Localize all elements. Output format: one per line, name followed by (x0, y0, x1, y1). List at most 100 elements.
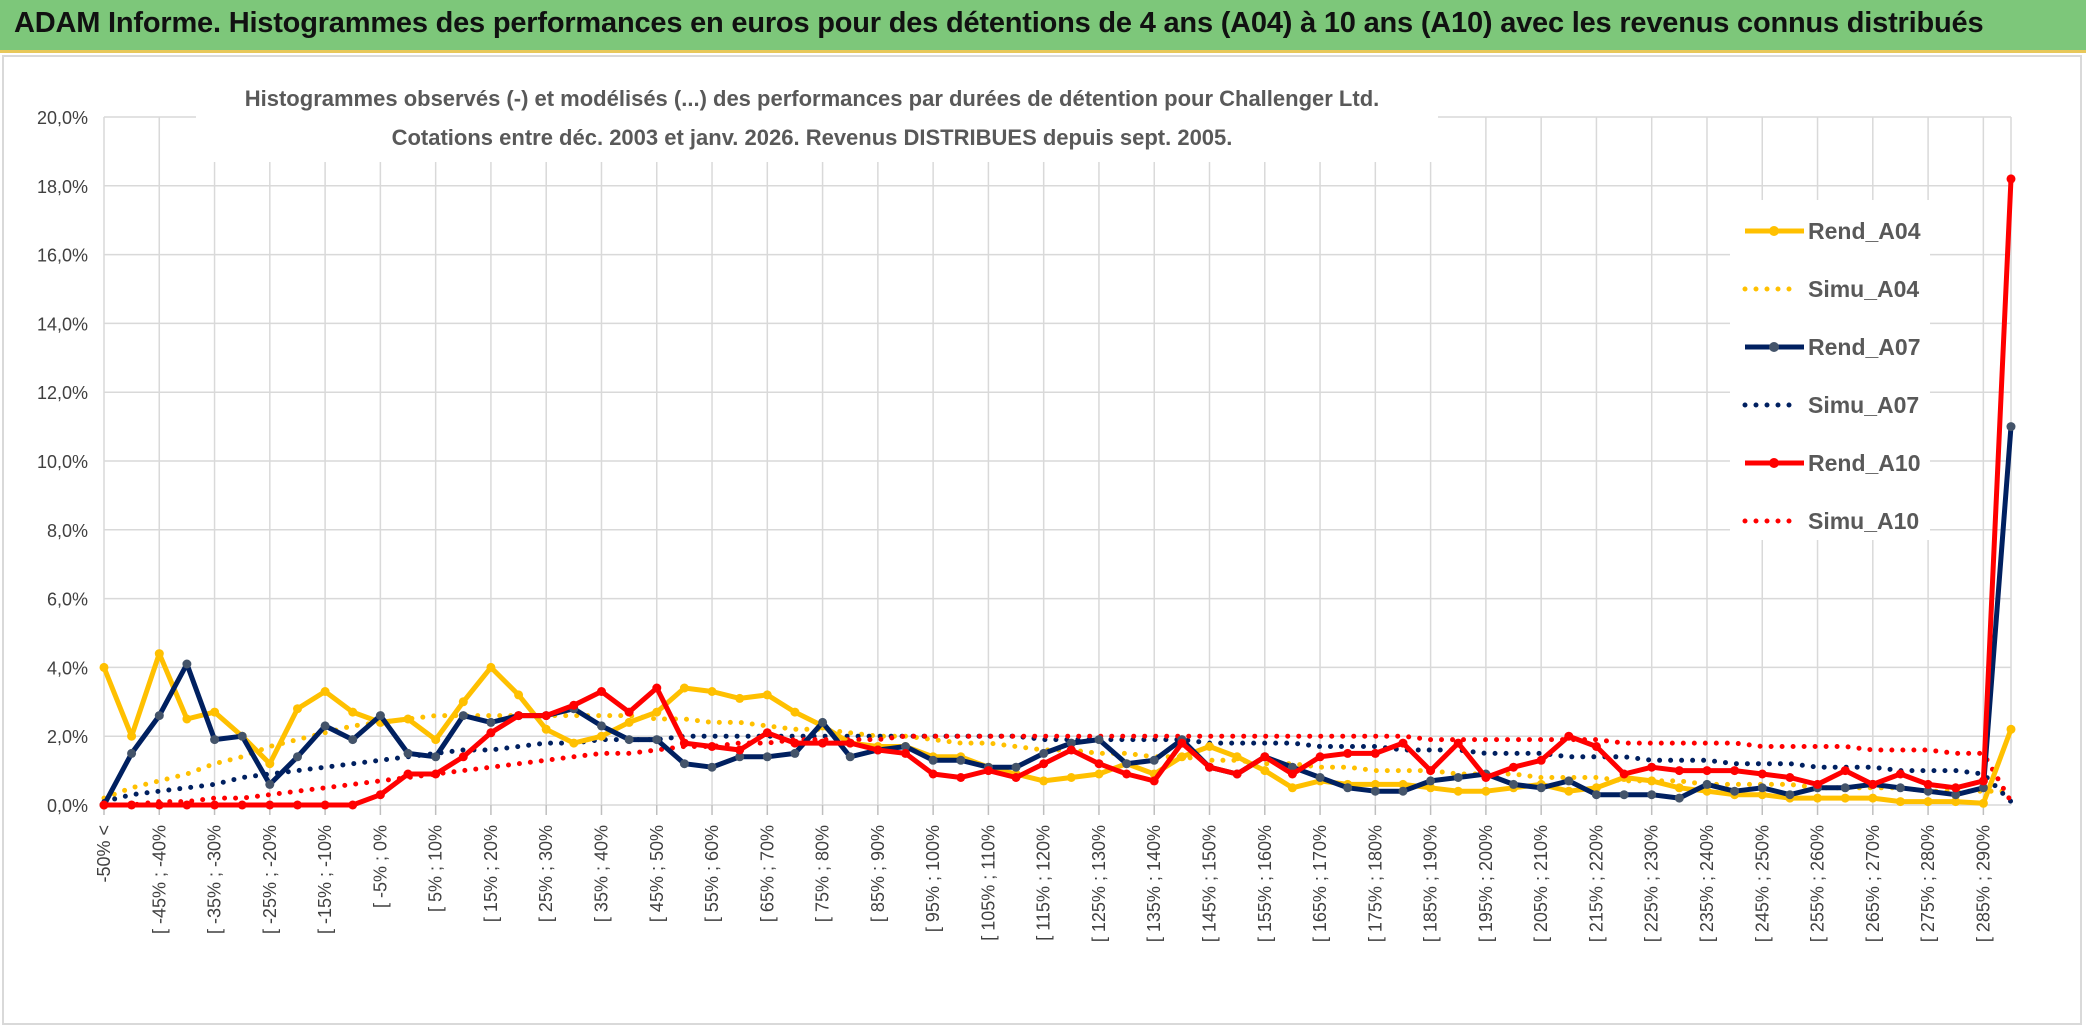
x-axis-ticks: -50% < [ -45% ; -40% [ -35% ; -30% [ -25% ;… (94, 805, 1993, 942)
point-rend-a07 (818, 717, 828, 727)
point-rend-a07 (293, 752, 302, 762)
point-rend-a07 (237, 731, 247, 741)
point-rend-a10 (735, 745, 745, 755)
point-rend-a10 (1370, 748, 1380, 758)
point-rend-a10 (901, 748, 910, 758)
point-rend-a07 (182, 659, 192, 669)
point-rend-a04 (1951, 797, 1961, 807)
point-rend-a07 (210, 735, 220, 745)
point-rend-a04 (762, 690, 772, 700)
y-tick-label: 12,0% (37, 383, 88, 403)
series-lines (99, 174, 2016, 810)
x-tick-label: [ 35% ; 40% (591, 825, 611, 922)
y-tick-label: 10,0% (37, 452, 88, 472)
point-rend-a10 (1868, 779, 1878, 789)
point-rend-a04 (1177, 752, 1187, 762)
point-rend-a04 (541, 724, 551, 734)
x-tick-label: [ -35% ; -30% (205, 825, 225, 934)
x-tick-label: [ 155% ; 160% (1255, 825, 1275, 942)
point-rend-a07 (2006, 422, 2016, 432)
point-rend-a04 (1260, 766, 1270, 776)
point-rend-a07 (956, 755, 966, 765)
point-rend-a04 (1481, 786, 1491, 796)
point-rend-a10 (762, 728, 772, 738)
x-tick-label: [ 205% ; 210% (1531, 825, 1551, 942)
point-rend-a04 (1039, 776, 1049, 786)
point-rend-a10 (127, 800, 137, 810)
point-rend-a10 (514, 711, 524, 721)
point-rend-a10 (1094, 759, 1104, 769)
banner-title: ADAM Informe. Histogrammes des performan… (14, 7, 1984, 39)
y-tick-label: 6,0% (47, 590, 88, 610)
point-rend-a04 (1398, 779, 1408, 789)
point-rend-a07 (1757, 783, 1767, 793)
point-rend-a10 (1232, 769, 1242, 779)
x-tick-label: [ -15% ; -10% (315, 825, 335, 934)
legend-label-rend-a10: Rend_A10 (1808, 450, 1920, 476)
point-rend-a10 (1674, 766, 1684, 776)
point-rend-a07 (1094, 735, 1104, 745)
x-tick-label: [ 5% ; 10% (426, 825, 446, 912)
point-rend-a04 (514, 690, 524, 700)
point-rend-a10 (1205, 762, 1214, 772)
point-rend-a10 (2006, 174, 2016, 184)
point-rend-a10 (486, 728, 496, 738)
x-tick-label: [ 135% ; 140% (1144, 825, 1164, 942)
point-rend-a10 (569, 700, 579, 710)
point-rend-a04 (293, 704, 302, 714)
x-tick-label: [ 285% ; 290% (1973, 825, 1993, 942)
point-rend-a07 (1066, 738, 1076, 748)
point-rend-a10 (652, 683, 662, 693)
point-rend-a04 (1895, 797, 1905, 807)
point-rend-a04 (569, 738, 579, 748)
point-rend-a07 (1730, 786, 1740, 796)
gridlines (103, 116, 2012, 806)
point-rend-a07 (1702, 779, 1712, 789)
point-rend-a10 (845, 738, 855, 748)
x-tick-label: [ 145% ; 150% (1200, 825, 1220, 942)
series-line-rend-a10 (104, 178, 2014, 808)
x-tick-label: [ 165% ; 170% (1310, 825, 1330, 942)
x-tick-label: [ 125% ; 130% (1089, 825, 1109, 942)
point-rend-a10 (1122, 769, 1132, 779)
point-rend-a10 (1923, 779, 1933, 789)
point-rend-a10 (1591, 742, 1601, 751)
point-rend-a07 (1536, 783, 1546, 793)
point-rend-a07 (597, 721, 606, 731)
point-rend-a04 (1591, 783, 1601, 793)
point-rend-a07 (458, 711, 468, 721)
y-tick-label: 4,0% (47, 658, 88, 678)
point-rend-a10 (293, 800, 302, 810)
point-rend-a04 (1453, 786, 1463, 796)
point-rend-a07 (1398, 786, 1408, 796)
x-tick-label: [ 185% ; 190% (1421, 825, 1441, 942)
point-rend-a07 (624, 735, 634, 745)
legend-marker-rend-a10 (1769, 458, 1779, 468)
point-rend-a04 (127, 731, 137, 741)
point-rend-a07 (1343, 783, 1353, 793)
point-rend-a07 (265, 779, 275, 789)
point-rend-a10 (818, 738, 828, 748)
point-rend-a10 (679, 738, 689, 748)
point-rend-a10 (403, 769, 413, 779)
chart-subtitle: Cotations entre déc. 2003 et janv. 2026.… (392, 125, 1233, 150)
x-tick-label: [ 15% ; 20% (481, 825, 501, 922)
point-rend-a10 (1011, 773, 1021, 782)
point-rend-a07 (928, 755, 938, 765)
point-rend-a07 (1840, 783, 1850, 793)
y-tick-label: 8,0% (47, 521, 88, 541)
y-tick-label: 20,0% (37, 108, 88, 128)
x-tick-label: [ 65% ; 70% (757, 825, 777, 922)
point-rend-a07 (707, 762, 717, 772)
x-tick-label: [ 55% ; 60% (702, 825, 722, 922)
title-banner: ADAM Informe. Histogrammes des performan… (0, 0, 2086, 53)
legend-background (1730, 200, 1930, 540)
point-rend-a04 (265, 759, 275, 769)
point-rend-a10 (1536, 755, 1546, 765)
series-line-rend-a07 (101, 426, 2014, 807)
point-rend-a07 (1674, 793, 1684, 803)
x-tick-label: [ 45% ; 50% (647, 825, 667, 922)
legend-label-rend-a07: Rend_A07 (1808, 334, 1920, 360)
point-rend-a04 (1868, 793, 1878, 803)
legend: Rend_A04 Simu_A04 Rend_A07 Simu_A07 Rend_A10… (1742, 218, 1921, 534)
